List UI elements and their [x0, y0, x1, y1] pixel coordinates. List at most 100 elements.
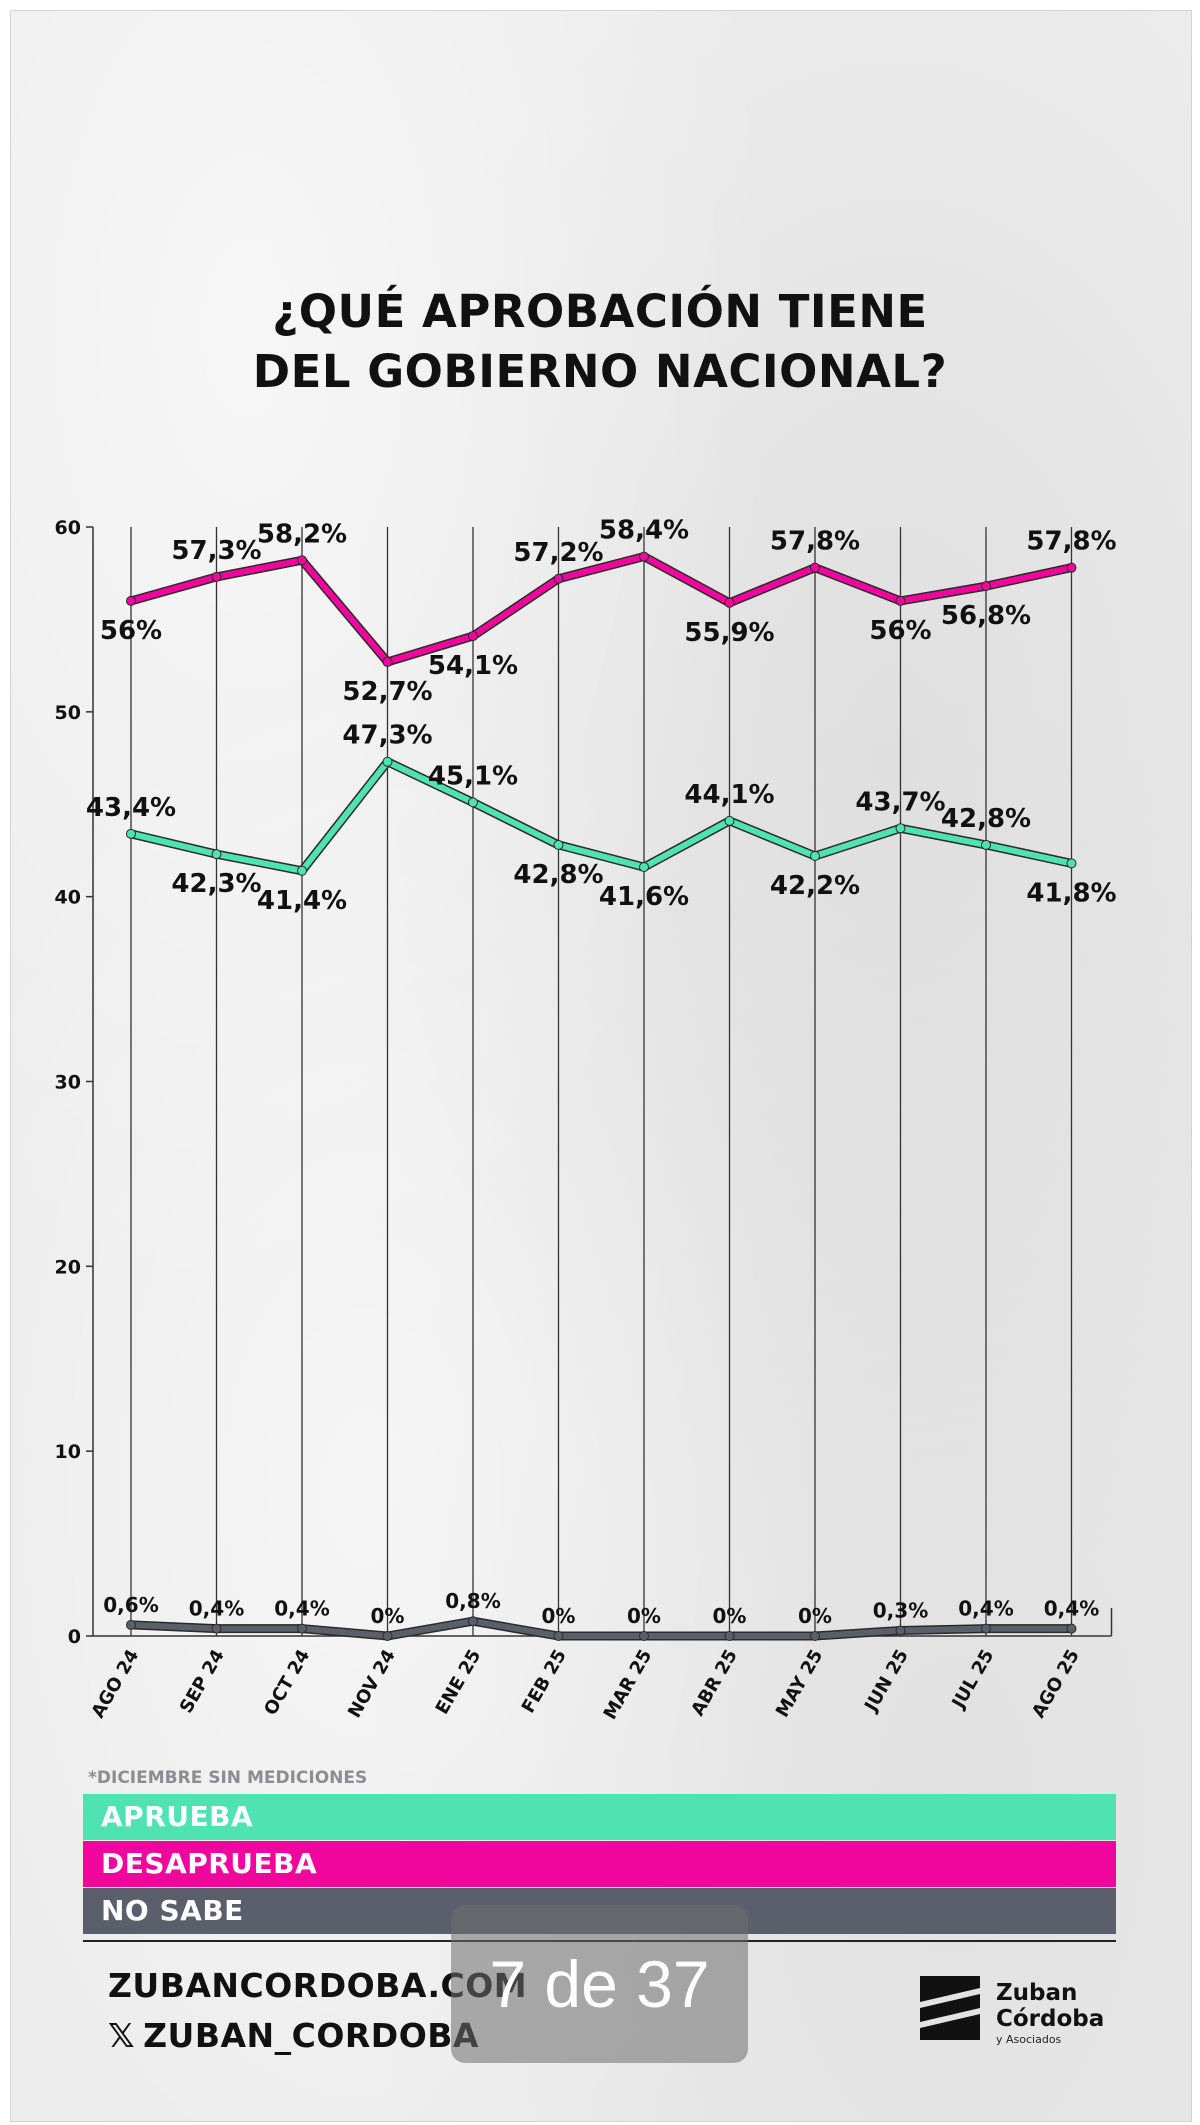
data-point-no_sabe	[895, 1625, 906, 1636]
data-point-no_sabe	[468, 1616, 478, 1627]
data-point-no_sabe	[211, 1623, 222, 1634]
social-handle-text: ZUBAN_CORDOBA	[143, 2016, 479, 2055]
x-tick-label: MAY 25	[772, 1646, 827, 1721]
data-point-no_sabe	[981, 1623, 991, 1634]
legend-aprueba: APRUEBA	[83, 1794, 1116, 1840]
data-point-no_sabe	[297, 1623, 307, 1634]
data-label-aprueba: 43,7%	[855, 787, 945, 817]
data-label-aprueba: 44,1%	[684, 780, 774, 810]
brand-name-line-2: Córdoba	[996, 2006, 1105, 2032]
brand-name-line-1: Zuban	[996, 1980, 1078, 2006]
data-point-desaprueba	[639, 551, 649, 562]
x-tick-label: JUN 25	[860, 1646, 913, 1717]
data-point-aprueba	[297, 865, 307, 876]
y-tick-label: 60	[55, 517, 81, 539]
data-point-aprueba	[895, 823, 906, 834]
data-point-aprueba	[382, 756, 393, 767]
data-point-no_sabe	[639, 1631, 649, 1641]
data-label-aprueba: 41,6%	[599, 882, 689, 912]
data-point-desaprueba	[126, 595, 136, 606]
x-tick-label: SEP 24	[176, 1646, 229, 1717]
data-label-aprueba: 41,4%	[257, 886, 347, 916]
data-point-no_sabe	[382, 1631, 393, 1641]
data-label-no_sabe: 0,4%	[189, 1597, 244, 1621]
x-tick-label: AGO 25	[1028, 1646, 1084, 1722]
y-tick-label: 20	[55, 1256, 81, 1278]
data-label-aprueba: 42,2%	[770, 871, 860, 901]
y-tick-label: 0	[68, 1626, 81, 1648]
data-label-no_sabe: 0,3%	[873, 1598, 928, 1622]
data-label-no_sabe: 0%	[798, 1604, 832, 1628]
footnote: *DICIEMBRE SIN MEDICIONES	[88, 1768, 368, 1788]
data-point-no_sabe	[724, 1631, 735, 1641]
x-tick-label: JUL 25	[947, 1646, 998, 1714]
data-point-desaprueba	[981, 581, 991, 592]
x-tick-label: NOV 24	[344, 1646, 400, 1722]
social-handle[interactable]: 𝕏 ZUBAN_CORDOBA	[108, 2016, 479, 2055]
data-point-desaprueba	[211, 571, 222, 582]
brand-name: Zuban Córdoba	[996, 1980, 1104, 2032]
page-indicator: 7 de 37	[451, 1905, 748, 2063]
data-label-no_sabe: 0,6%	[103, 1593, 158, 1617]
data-label-no_sabe: 0%	[627, 1604, 661, 1628]
data-point-aprueba	[981, 839, 991, 850]
data-label-aprueba: 43,4%	[86, 793, 176, 823]
chart-title-line-2: DEL GOBIERNO NACIONAL?	[252, 345, 948, 398]
data-point-aprueba	[639, 862, 649, 873]
legend-desaprueba: DESAPRUEBA	[83, 1841, 1116, 1887]
data-point-desaprueba	[553, 573, 564, 584]
data-label-no_sabe: 0%	[371, 1604, 405, 1628]
data-label-no_sabe: 0,4%	[274, 1597, 329, 1621]
series-line-desaprueba	[128, 553, 1075, 665]
x-tick-label: FEB 25	[518, 1646, 571, 1717]
data-point-aprueba	[810, 851, 820, 862]
line-chart: 0 10 20 30 40 50 60 AGO 24 SEP 24 OCT 24 NOV 24 ENE…	[55, 516, 1117, 1724]
data-point-desaprueba	[297, 555, 307, 566]
data-point-desaprueba	[382, 656, 393, 667]
series-line-outline-desaprueba	[126, 552, 1076, 667]
data-label-desaprueba: 57,8%	[770, 527, 860, 557]
zuban-cordoba-logo-icon	[920, 1976, 980, 2040]
data-point-aprueba	[1066, 858, 1077, 869]
data-label-aprueba: 42,8%	[513, 860, 603, 890]
data-label-aprueba: 42,8%	[941, 804, 1031, 834]
y-tick-label: 30	[55, 1072, 81, 1094]
y-tick-label: 40	[55, 887, 81, 909]
infographic-background	[10, 10, 1192, 2122]
data-label-no_sabe: 0%	[542, 1604, 576, 1628]
y-tick-label: 10	[55, 1441, 81, 1463]
data-point-desaprueba	[810, 562, 820, 573]
data-point-desaprueba	[895, 595, 906, 606]
data-label-desaprueba: 57,2%	[513, 538, 603, 568]
data-point-desaprueba	[724, 597, 735, 608]
x-tick-label: OCT 24	[260, 1646, 314, 1719]
data-label-desaprueba: 56%	[869, 616, 931, 646]
data-point-aprueba	[468, 797, 478, 808]
x-tick-label: AGO 24	[87, 1646, 143, 1722]
data-point-no_sabe	[553, 1631, 564, 1641]
data-label-no_sabe: 0,4%	[958, 1597, 1013, 1621]
x-tick-label: ENE 25	[432, 1646, 486, 1718]
data-label-aprueba: 45,1%	[428, 761, 518, 791]
data-label-no_sabe: 0%	[713, 1604, 747, 1628]
x-tick-label: MAR 25	[600, 1646, 657, 1723]
data-label-desaprueba: 55,9%	[684, 618, 774, 648]
data-label-aprueba: 42,3%	[171, 869, 261, 899]
data-point-aprueba	[553, 839, 564, 850]
data-label-aprueba: 41,8%	[1026, 878, 1116, 908]
data-point-desaprueba	[1066, 562, 1077, 573]
data-label-desaprueba: 56%	[100, 616, 162, 646]
data-label-no_sabe: 0,8%	[445, 1589, 500, 1613]
x-tick-label: ABR 25	[687, 1646, 742, 1720]
x-logo-icon: 𝕏	[108, 2016, 136, 2055]
data-label-desaprueba: 58,4%	[599, 516, 689, 546]
data-point-aprueba	[724, 815, 735, 826]
data-label-desaprueba: 52,7%	[342, 677, 432, 707]
data-point-aprueba	[126, 828, 136, 839]
data-point-no_sabe	[810, 1631, 820, 1641]
data-label-desaprueba: 54,1%	[428, 651, 518, 681]
data-label-desaprueba: 56,8%	[941, 601, 1031, 631]
chart-title: ¿QUÉ APROBACIÓN TIENE DEL GOBIERNO NACIO…	[0, 282, 1200, 402]
data-point-aprueba	[211, 849, 222, 860]
chart-title-line-1: ¿QUÉ APROBACIÓN TIENE	[272, 285, 928, 338]
